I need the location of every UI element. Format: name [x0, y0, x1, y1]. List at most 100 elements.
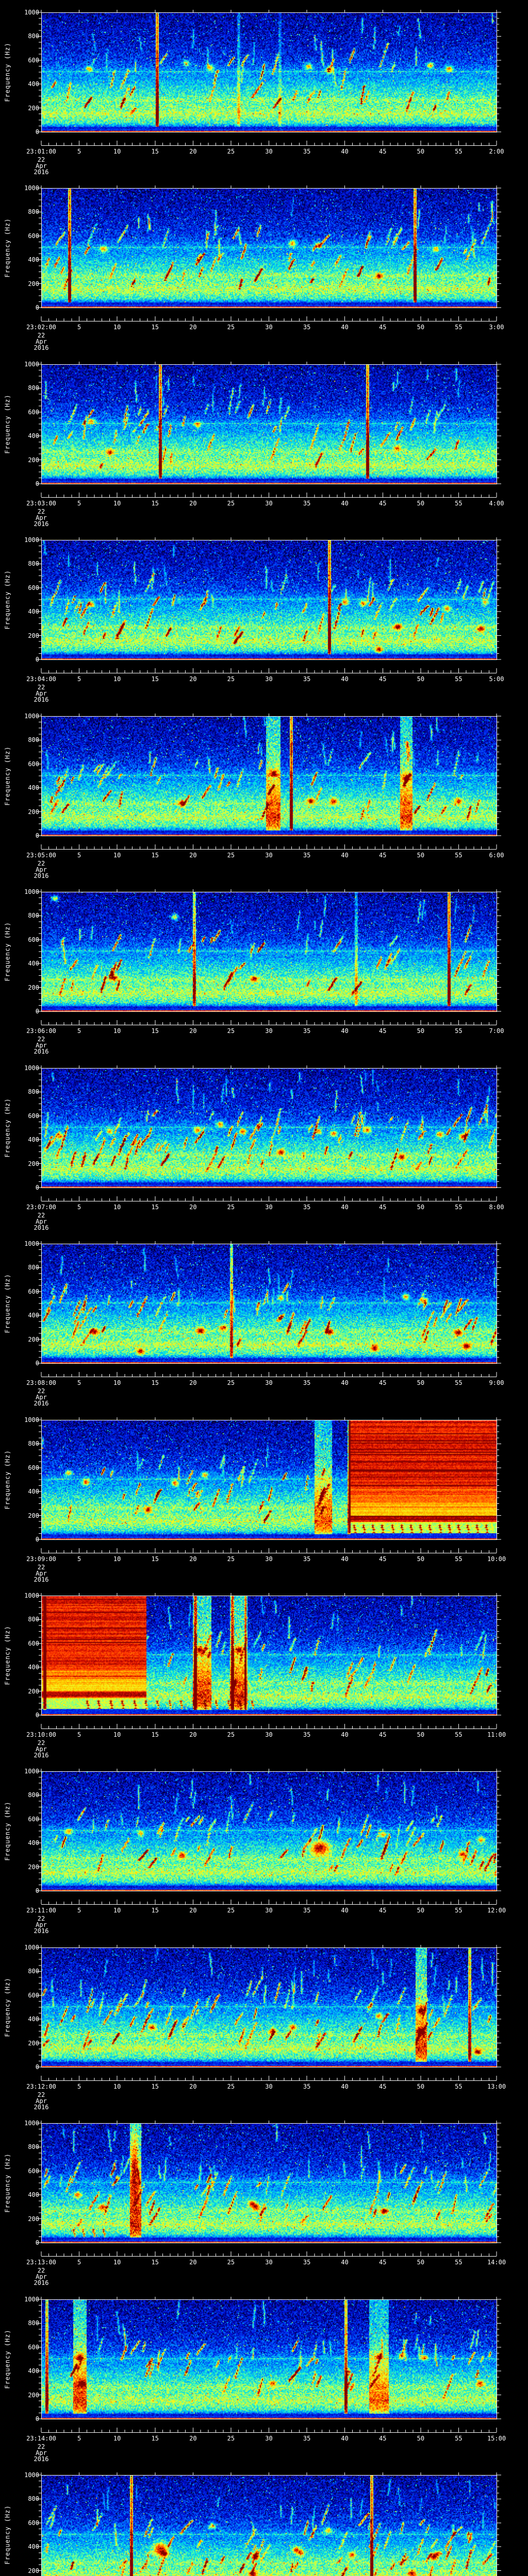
y-tick-label: 600 [28, 936, 39, 943]
x-tick-label: 20 [189, 2435, 197, 2442]
x-tick-label: 50 [417, 1907, 425, 1914]
y-tick-label: 0 [35, 2415, 39, 2422]
x-tick-label: 5 [77, 1907, 81, 1914]
x-tick-label: 30 [265, 324, 273, 331]
date-label: 2016 [34, 2279, 49, 2286]
date-label: 22 [37, 2091, 45, 2098]
x-tick-label: 50 [417, 1379, 425, 1386]
x-tick-label: 30 [265, 2435, 273, 2442]
date-label: Apr [36, 1218, 47, 1225]
axes-ticks [37, 2297, 501, 2433]
x-tick-label: 25 [227, 1731, 235, 1738]
date-label: 2016 [34, 1048, 49, 1055]
y-tick-label: 600 [28, 408, 39, 416]
y-tick-label: 1000 [24, 713, 39, 720]
y-tick-label: 800 [28, 560, 39, 568]
date-label: 2016 [34, 1576, 49, 1583]
y-tick-label: 200 [28, 456, 39, 464]
x-tick-label: 20 [189, 1907, 197, 1914]
x-tick-label: 20 [189, 852, 197, 859]
y-tick-label: 400 [28, 2543, 39, 2551]
y-tick-label: 400 [28, 256, 39, 264]
date-label: 22 [37, 2443, 45, 2450]
y-tick-label: 600 [28, 584, 39, 591]
date-label: Apr [36, 1042, 47, 1049]
x-tick-label: 10 [113, 1379, 121, 1386]
y-tick-label: 0 [35, 2063, 39, 2071]
y-tick-label: 600 [28, 232, 39, 240]
x-tick-label: 25 [227, 1027, 235, 1035]
y-tick-label: 600 [28, 2343, 39, 2351]
axes-ticks [37, 185, 501, 321]
y-tick-label: 200 [28, 2039, 39, 2047]
spectrogram-canvas [41, 364, 497, 484]
y-tick-label: 0 [35, 1887, 39, 1894]
y-tick-label: 1000 [24, 361, 39, 368]
date-label: Apr [36, 2449, 47, 2456]
x-tick-label: 40 [341, 675, 349, 683]
date-label: 22 [37, 1739, 45, 1747]
x-tick-label: 55 [455, 1907, 463, 1914]
y-tick-label: 1000 [24, 1416, 39, 1423]
y-tick-label: 1000 [24, 888, 39, 895]
x-tick-label: 55 [455, 500, 463, 507]
x-tick-label: 5 [77, 1731, 81, 1738]
x-tick-label: 25 [227, 148, 235, 155]
x-tick-label: 45 [379, 1907, 387, 1914]
y-tick-label: 200 [28, 808, 39, 816]
date-label: 2016 [34, 1927, 49, 1935]
date-label: 22 [37, 1387, 45, 1395]
x-tick-label: 45 [379, 1379, 387, 1386]
end-time-label: 4:00 [489, 500, 504, 507]
x-tick-label: 15 [151, 852, 159, 859]
x-tick-label: 45 [379, 2083, 387, 2090]
start-time-label: 23:13:00 [26, 2259, 56, 2266]
y-tick-label: 0 [35, 1184, 39, 1191]
axes-ticks [37, 2121, 501, 2257]
date-label: 22 [37, 1915, 45, 1922]
x-tick-label: 15 [151, 1731, 159, 1738]
x-tick-label: 5 [77, 2259, 81, 2266]
y-tick-label: 200 [28, 1687, 39, 1695]
date-label: 2016 [34, 520, 49, 528]
y-tick-label: 200 [28, 2215, 39, 2223]
end-time-label: 13:00 [487, 2083, 506, 2090]
x-tick-label: 20 [189, 324, 197, 331]
x-tick-label: 50 [417, 2435, 425, 2442]
x-tick-label: 25 [227, 2259, 235, 2266]
x-tick-label: 35 [303, 2083, 311, 2090]
x-tick-label: 5 [77, 2083, 81, 2090]
x-tick-label: 15 [151, 1379, 159, 1386]
date-label: 22 [37, 332, 45, 339]
x-tick-label: 50 [417, 1204, 425, 1211]
y-tick-label: 200 [28, 1335, 39, 1343]
start-time-label: 23:02:00 [26, 324, 56, 331]
y-tick-label: 200 [28, 280, 39, 287]
x-tick-label: 5 [77, 324, 81, 331]
y-tick-label: 200 [28, 1160, 39, 1167]
x-tick-label: 35 [303, 1027, 311, 1035]
date-label: Apr [36, 866, 47, 873]
x-tick-label: 15 [151, 324, 159, 331]
x-tick-label: 20 [189, 500, 197, 507]
date-label: Apr [36, 690, 47, 697]
date-label: Apr [36, 2273, 47, 2280]
x-tick-label: 10 [113, 1731, 121, 1738]
date-label: 22 [37, 1564, 45, 1571]
x-tick-label: 45 [379, 1204, 387, 1211]
x-tick-label: 20 [189, 2259, 197, 2266]
y-tick-label: 800 [28, 1088, 39, 1096]
date-label: Apr [36, 1745, 47, 1753]
x-tick-label: 40 [341, 1731, 349, 1738]
y-tick-label: 200 [28, 1863, 39, 1871]
x-tick-label: 55 [455, 2259, 463, 2266]
x-tick-label: 45 [379, 852, 387, 859]
y-tick-label: 800 [28, 912, 39, 920]
